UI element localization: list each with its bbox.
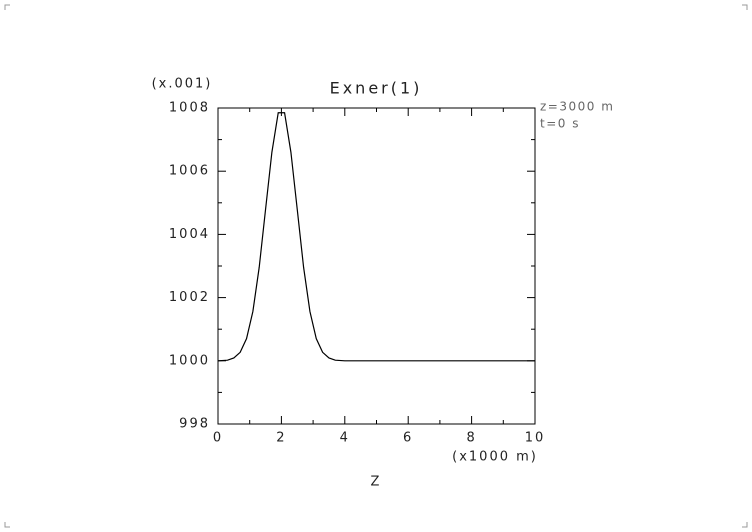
y-tick-label: 1004 [169, 227, 210, 242]
x-tick-label: 10 [525, 431, 546, 446]
x-tick-label: 4 [340, 431, 350, 446]
y-tick-label: 998 [179, 417, 210, 432]
plot-frame [217, 107, 536, 425]
chart-title: Exner(1) [330, 79, 423, 98]
page-corner [4, 4, 748, 528]
y-tick-label: 1006 [169, 164, 210, 179]
y-tick-label: 1000 [169, 353, 210, 368]
y-scale-label: (x.001) [152, 77, 213, 92]
annotation: t=0 s [540, 117, 580, 131]
annotation: z=3000 m [540, 100, 614, 114]
x-unit-label: (x1000 m) [452, 450, 538, 465]
x-tick-label: 8 [466, 431, 476, 446]
x-tick-label: 2 [276, 431, 286, 446]
x-axis-label: Z [371, 475, 382, 490]
y-tick-label: 1008 [169, 101, 210, 116]
y-tick-label: 1002 [169, 290, 210, 305]
data-line [217, 112, 535, 362]
x-tick-label: 6 [403, 431, 413, 446]
x-tick-label: 0 [213, 431, 223, 446]
